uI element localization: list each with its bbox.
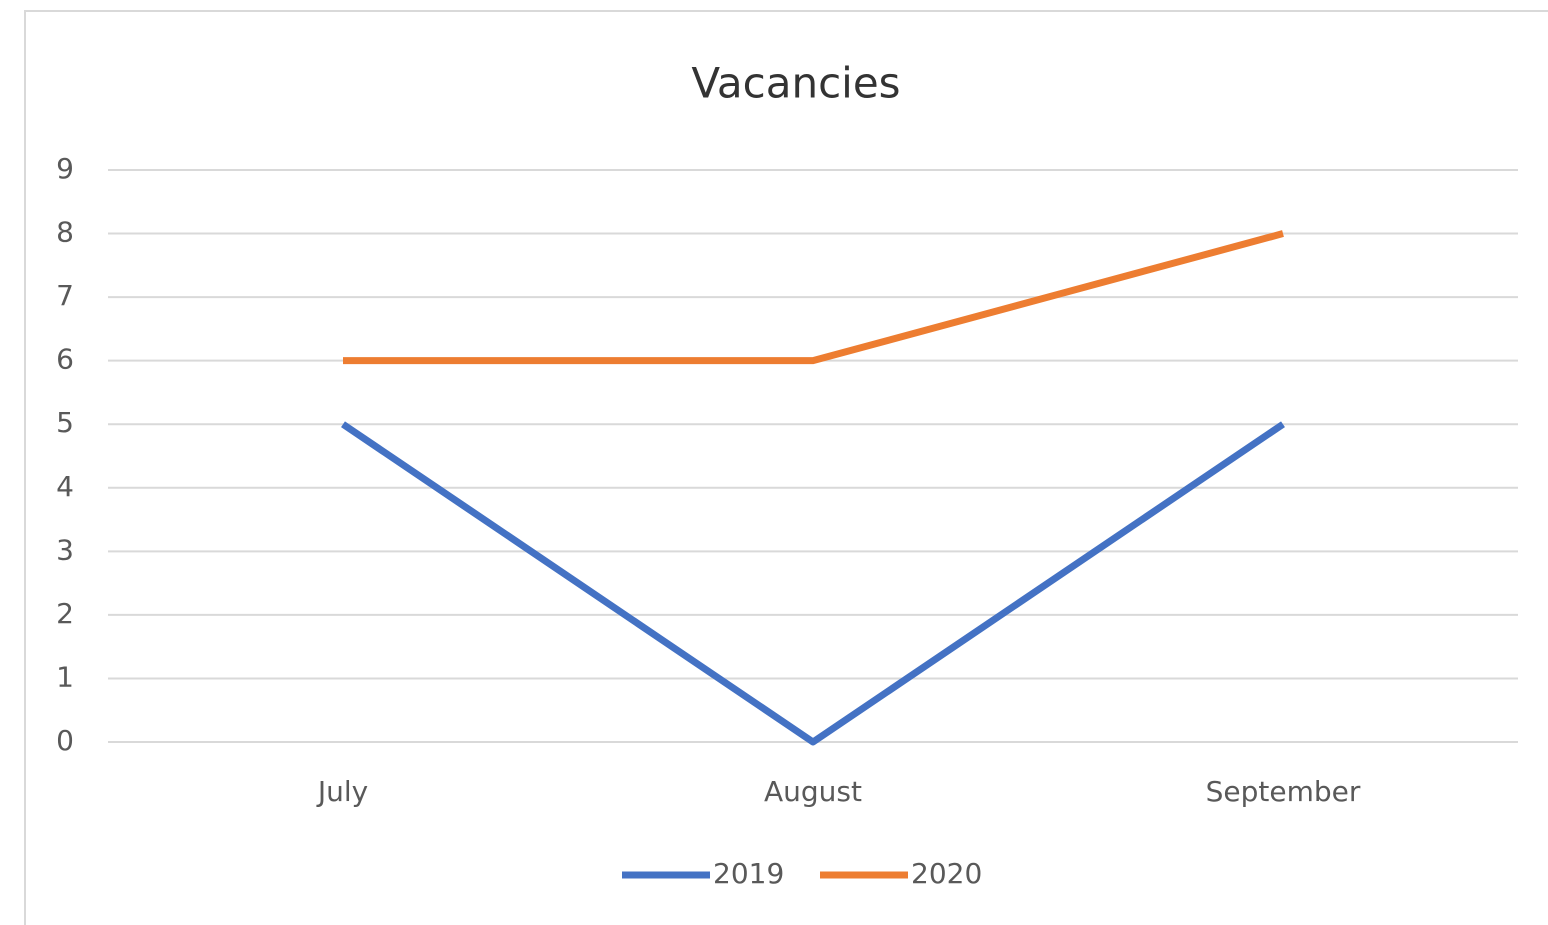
x-tick-label: July [316,775,368,808]
y-tick-label: 3 [56,533,74,566]
chart-border [24,10,1548,925]
y-tick-label: 4 [56,470,74,503]
legend-label: 2020 [911,857,982,890]
y-tick-label: 1 [56,660,74,693]
y-tick-label: 2 [56,597,74,630]
chart-title: Vacancies [691,59,900,108]
y-tick-label: 0 [56,724,74,757]
series-line [343,230,1284,365]
y-tick-label: 5 [56,406,74,439]
y-tick-label: 8 [56,216,74,249]
y-tick-label: 9 [56,152,74,185]
y-tick-label: 6 [56,343,74,376]
y-tick-label: 7 [56,279,74,312]
legend-label: 2019 [713,857,784,890]
series-line [341,421,1285,746]
x-tick-label: August [764,775,862,808]
x-tick-label: September [1206,775,1361,808]
